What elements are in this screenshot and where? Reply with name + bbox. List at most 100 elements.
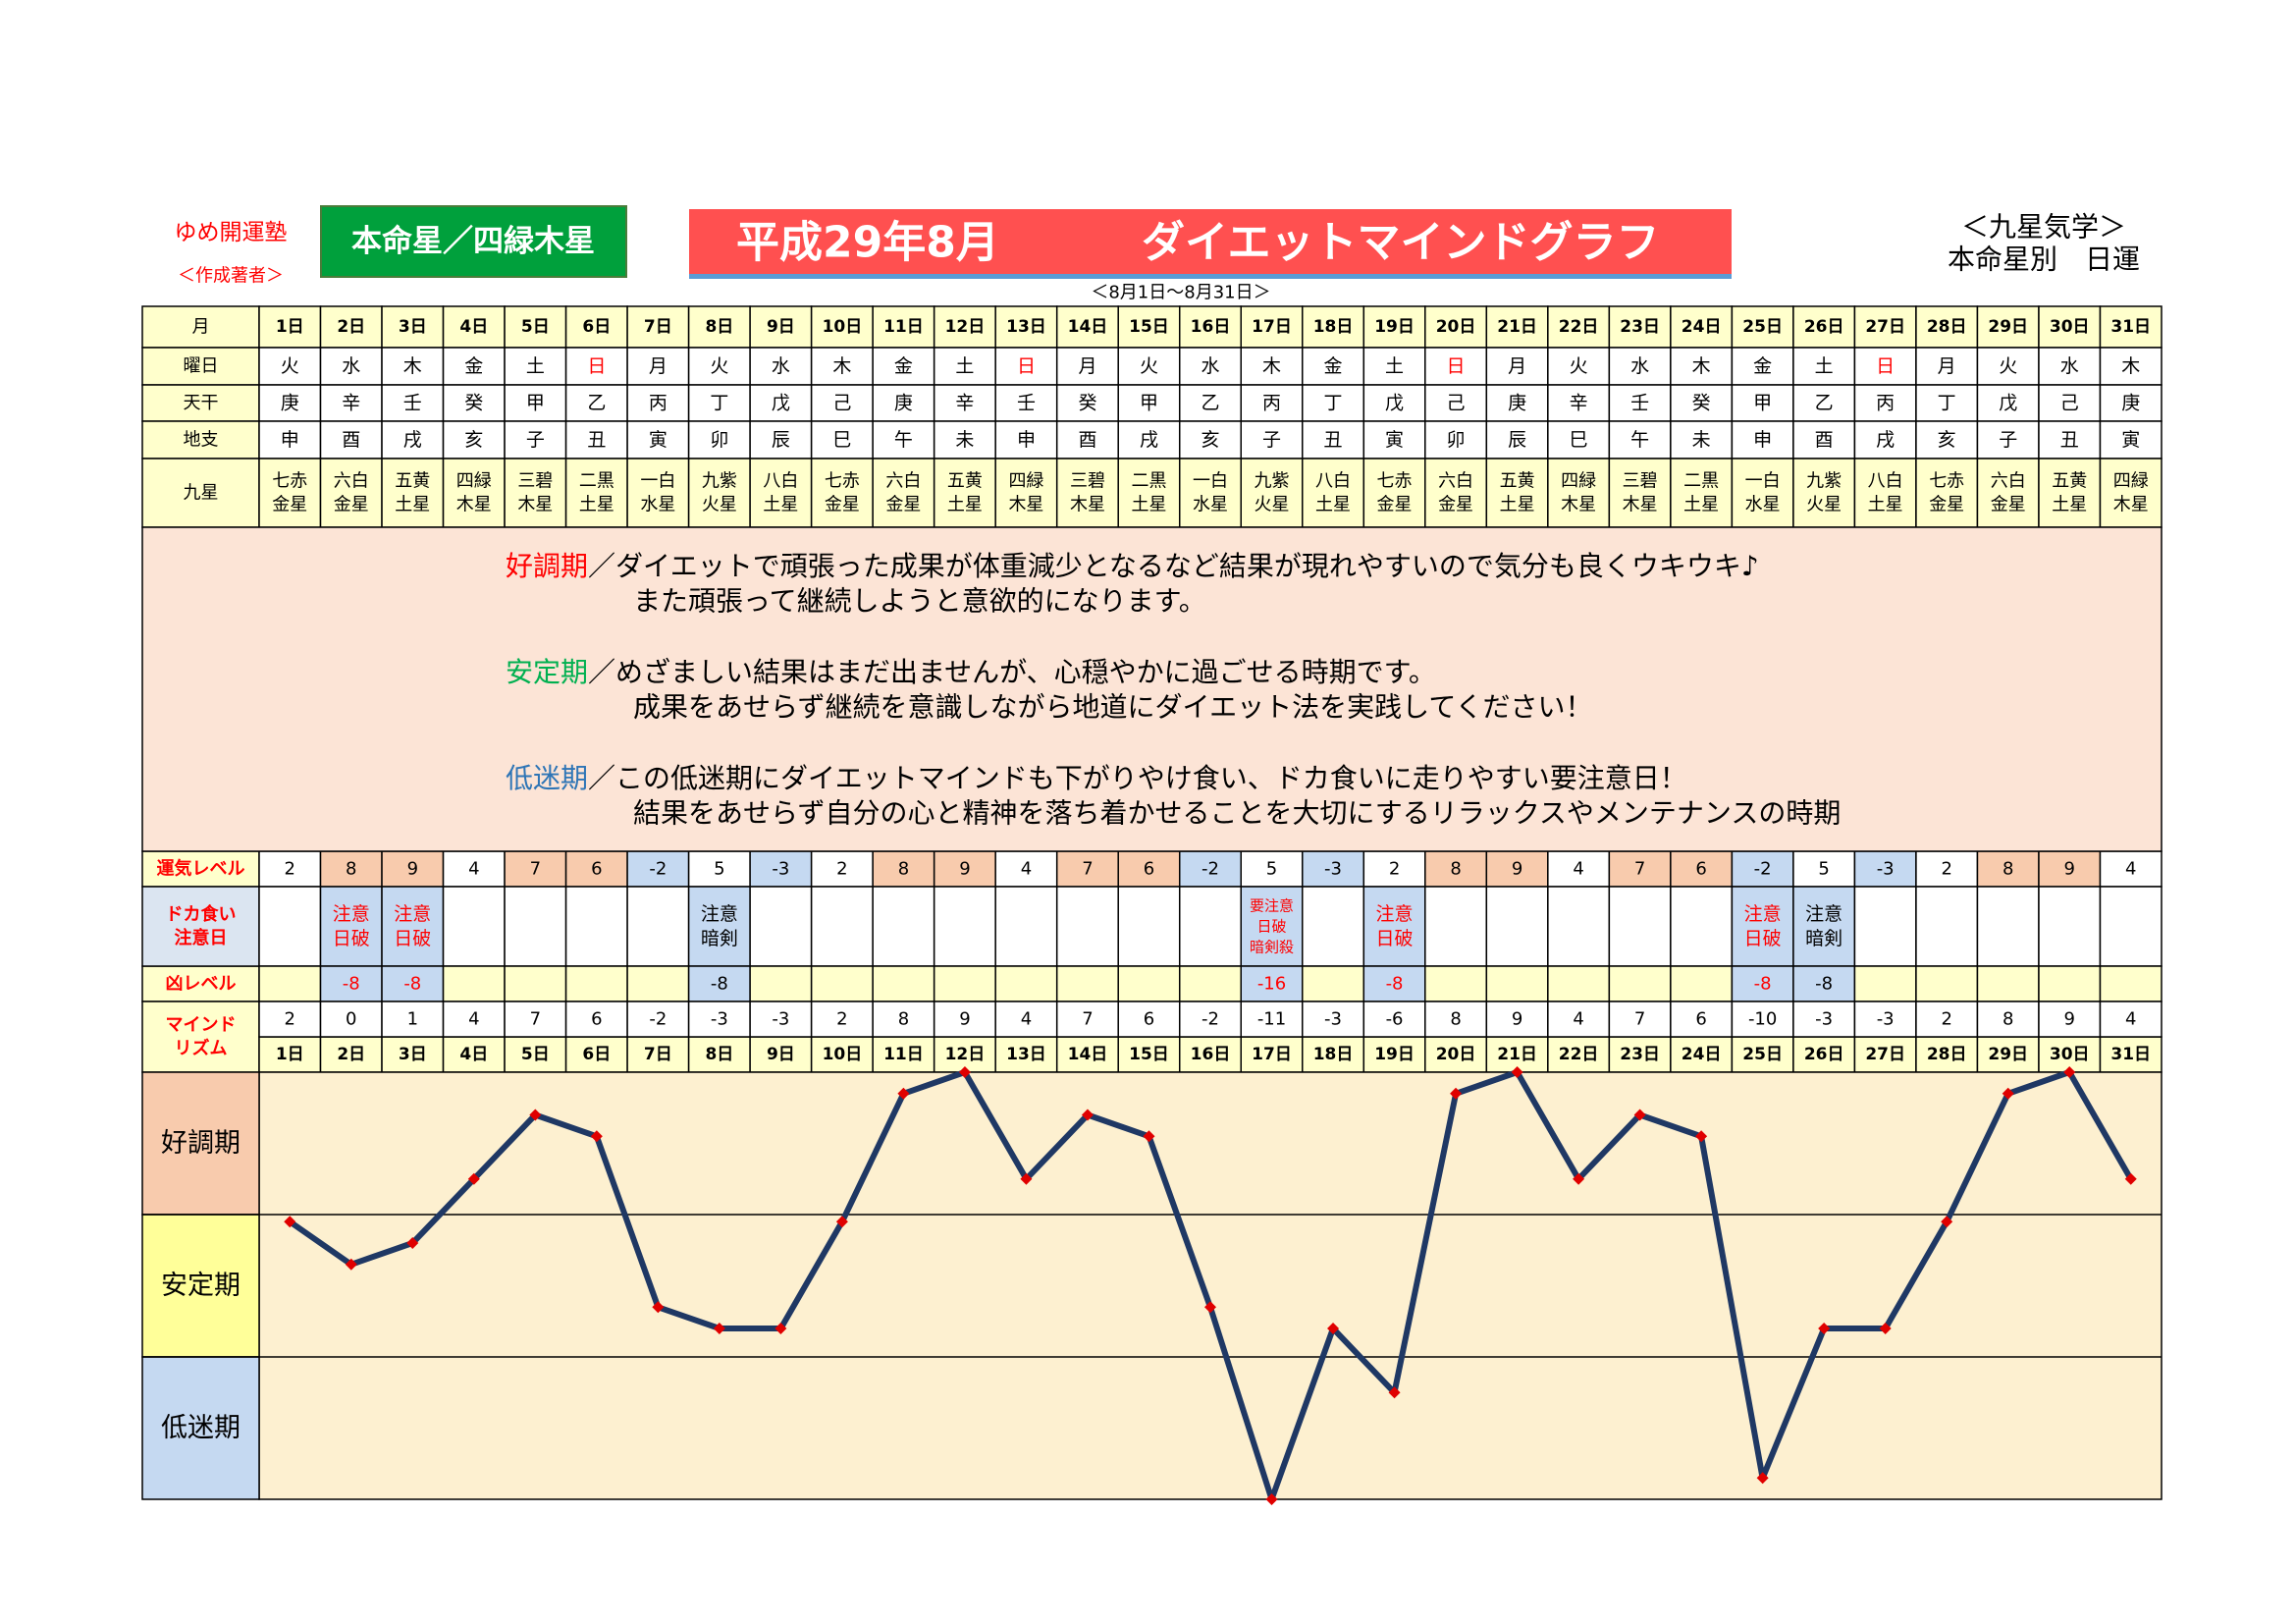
branch: 亥 bbox=[1938, 429, 1956, 451]
stem: 丙 bbox=[649, 393, 667, 414]
cell bbox=[564, 458, 628, 528]
day-label: 8日 bbox=[705, 1045, 733, 1064]
point bbox=[1020, 1172, 1033, 1185]
mind-value: 7 bbox=[1634, 1009, 1645, 1030]
star: 木星 bbox=[1008, 495, 1043, 515]
day-label: 6日 bbox=[582, 1045, 611, 1064]
cell bbox=[1853, 458, 1917, 528]
cell bbox=[1240, 886, 1304, 967]
cell bbox=[1670, 384, 1734, 422]
star: 四緑 bbox=[1008, 471, 1043, 492]
cell bbox=[381, 420, 445, 460]
stem: 庚 bbox=[1508, 393, 1526, 414]
star: 三碧 bbox=[517, 471, 553, 492]
cell bbox=[381, 965, 445, 1002]
cell bbox=[1731, 458, 1794, 528]
day-label: 22日 bbox=[1559, 1045, 1599, 1064]
cell bbox=[258, 886, 322, 967]
cell bbox=[994, 965, 1058, 1002]
star: 火星 bbox=[1255, 495, 1290, 515]
day-label: 30日 bbox=[2050, 1045, 2090, 1064]
branch: 子 bbox=[1999, 429, 2017, 451]
day-label: 5日 bbox=[521, 317, 550, 337]
binge-note: 暗剣 bbox=[701, 928, 738, 949]
cell bbox=[442, 458, 506, 528]
cell bbox=[2099, 886, 2163, 967]
day-label: 19日 bbox=[1374, 1045, 1415, 1064]
stem: 丁 bbox=[710, 393, 728, 414]
cell bbox=[258, 850, 322, 888]
cell bbox=[1976, 305, 2040, 349]
cell bbox=[564, 420, 628, 460]
day-label: 15日 bbox=[1129, 1045, 1169, 1064]
branch: 申 bbox=[281, 429, 299, 451]
point bbox=[1511, 1066, 1523, 1078]
cell bbox=[1362, 384, 1426, 422]
band-label-cell bbox=[141, 1356, 260, 1500]
day-label: 4日 bbox=[459, 317, 488, 337]
day-label: 2日 bbox=[337, 1045, 365, 1064]
cell bbox=[749, 420, 813, 460]
day-label: 27日 bbox=[1865, 1045, 1905, 1064]
cell bbox=[504, 965, 567, 1002]
school-name: ゆめ開運塾 bbox=[175, 220, 288, 245]
cell bbox=[1792, 965, 1856, 1002]
cell bbox=[381, 1001, 445, 1038]
star: 九紫 bbox=[1255, 471, 1290, 492]
branch: 申 bbox=[1017, 429, 1036, 451]
band-label: 安定期 bbox=[161, 1271, 240, 1301]
cell bbox=[1362, 965, 1426, 1002]
cell bbox=[1976, 458, 2040, 528]
fortune-level: 9 bbox=[2063, 859, 2074, 880]
cell bbox=[1302, 965, 1365, 1002]
day-label: 24日 bbox=[1682, 317, 1722, 337]
bad-level: -8 bbox=[403, 974, 421, 995]
cell bbox=[1915, 965, 1979, 1002]
branch: 戌 bbox=[403, 429, 422, 451]
mind-value: -11 bbox=[1257, 1009, 1286, 1030]
day-label: 20日 bbox=[1436, 317, 1476, 337]
day-label: 6日 bbox=[582, 317, 611, 337]
cell bbox=[1792, 305, 1856, 349]
cell bbox=[994, 1001, 1058, 1038]
cell bbox=[1424, 384, 1488, 422]
cell bbox=[1792, 458, 1856, 528]
day-label: 29日 bbox=[1988, 317, 2028, 337]
cell bbox=[1670, 420, 1734, 460]
cell bbox=[1240, 347, 1304, 386]
cell bbox=[1178, 886, 1243, 967]
star: 四緑 bbox=[2113, 471, 2149, 492]
binge-note: 日破 bbox=[1744, 928, 1782, 949]
cell bbox=[1915, 305, 1979, 349]
cell bbox=[1240, 1001, 1304, 1038]
fortune-level: 2 bbox=[1389, 859, 1400, 880]
row-label-cell bbox=[141, 458, 260, 528]
cell bbox=[1915, 1001, 1979, 1038]
cell bbox=[1055, 420, 1119, 460]
point bbox=[1204, 1301, 1216, 1314]
row-label-cell bbox=[141, 886, 260, 967]
day-label: 25日 bbox=[1742, 1045, 1783, 1064]
cell bbox=[626, 886, 690, 967]
mind-value: -2 bbox=[649, 1009, 667, 1030]
cell bbox=[1362, 850, 1426, 888]
system: ＜九星気学＞ bbox=[1961, 211, 2126, 244]
binge-note: 要注意 bbox=[1250, 897, 1294, 915]
star: 土星 bbox=[1868, 495, 1903, 515]
day-label: 16日 bbox=[1191, 1045, 1231, 1064]
description-line: また頑張って継続しようと意欲的になります。 bbox=[633, 585, 1206, 618]
day-label: 9日 bbox=[767, 317, 795, 337]
day-label: 23日 bbox=[1620, 1045, 1660, 1064]
cell bbox=[1547, 1001, 1611, 1038]
cell bbox=[872, 965, 935, 1002]
cell bbox=[442, 886, 506, 967]
cell bbox=[1424, 1001, 1488, 1038]
binge-note: 注意 bbox=[394, 903, 431, 925]
star: 金星 bbox=[1438, 495, 1473, 515]
day-label: 21日 bbox=[1497, 317, 1537, 337]
cell bbox=[872, 347, 935, 386]
fortune-level: 5 bbox=[714, 859, 724, 880]
star: 水星 bbox=[1745, 495, 1781, 515]
cell bbox=[749, 1001, 813, 1038]
honmei-box bbox=[320, 205, 627, 278]
